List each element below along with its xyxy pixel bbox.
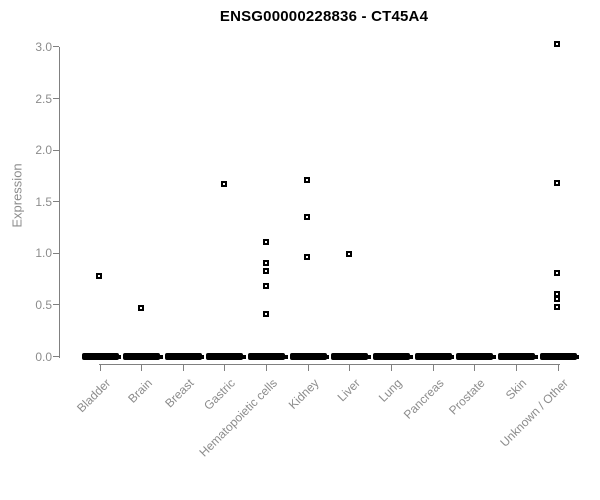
y-tick-label: 2.5	[35, 91, 52, 106]
y-tick-label: 0.0	[35, 349, 52, 364]
y-tick-mark	[53, 46, 59, 48]
zero-cluster-bump	[241, 355, 246, 359]
zero-cluster-bump	[158, 355, 163, 359]
zero-cluster-bar	[539, 353, 577, 360]
y-tick-label: 3.0	[35, 39, 52, 54]
data-point	[554, 180, 561, 187]
data-point	[554, 295, 561, 302]
x-tick-label: Kidney	[285, 376, 322, 412]
zero-cluster-bump	[283, 355, 288, 359]
y-tick-label: 1.5	[35, 194, 52, 209]
chart-title: ENSG00000228836 - CT45A4	[219, 8, 429, 25]
data-point	[345, 251, 352, 258]
data-point	[262, 259, 269, 266]
y-tick-mark	[53, 252, 59, 254]
x-tick-mark	[516, 364, 517, 371]
zero-cluster-bump	[575, 355, 580, 359]
zero-cluster-bar	[373, 353, 411, 360]
y-tick-label: 0.5	[35, 297, 52, 312]
data-point	[554, 303, 561, 310]
x-tick-label: Liver	[334, 376, 363, 405]
x-tick-mark	[391, 364, 393, 371]
data-point	[220, 181, 227, 188]
x-tick-label: Brain	[124, 376, 155, 406]
data-point	[554, 290, 561, 297]
x-tick-mark	[266, 364, 268, 371]
y-tick-mark	[53, 304, 59, 306]
x-tick-mark	[349, 364, 351, 371]
zero-cluster-bump	[200, 355, 205, 359]
zero-cluster-bump	[366, 355, 371, 359]
zero-cluster-bar	[498, 353, 535, 360]
zero-cluster-bar	[331, 353, 369, 360]
data-point	[262, 283, 269, 290]
zero-cluster-bump	[533, 355, 538, 359]
x-tick-mark	[474, 364, 476, 371]
x-tick-mark	[432, 364, 434, 371]
x-tick-mark	[307, 364, 309, 371]
data-point	[96, 273, 102, 279]
x-tick-label: Lung	[375, 376, 405, 405]
y-tick-label: 2.0	[35, 143, 52, 158]
zero-cluster-bar	[164, 353, 202, 360]
x-tick-mark	[224, 364, 226, 371]
x-tick-mark	[557, 364, 559, 371]
zero-cluster-bump	[408, 355, 413, 359]
x-tick-mark	[141, 364, 143, 371]
x-tick-label: Breast	[161, 376, 197, 411]
zero-cluster-bar	[414, 353, 452, 360]
zero-cluster-bar	[289, 353, 327, 360]
x-tick-label: Hematopoietic cells	[196, 376, 280, 460]
x-tick-mark	[182, 364, 184, 371]
data-point	[554, 269, 561, 276]
data-point	[137, 304, 144, 311]
x-tick-label: Prostate	[446, 376, 488, 418]
x-tick-label: Bladder	[73, 376, 113, 416]
y-tick-label: 1.0	[35, 246, 52, 261]
zero-cluster-bar	[248, 353, 286, 360]
zero-cluster-bar	[206, 353, 244, 360]
data-point	[304, 214, 311, 221]
y-tick-mark	[53, 201, 59, 203]
zero-cluster-bump	[117, 355, 121, 359]
data-point	[304, 177, 311, 184]
x-tick-mark	[99, 364, 101, 371]
zero-cluster-bump	[450, 355, 455, 359]
x-axis-line	[99, 364, 561, 365]
y-tick-mark	[53, 149, 59, 151]
data-point	[262, 267, 269, 274]
zero-cluster-bump	[325, 355, 330, 359]
data-point	[554, 40, 561, 47]
y-tick-mark	[53, 98, 59, 99]
y-axis-line	[59, 47, 60, 358]
x-tick-label: Pancreas	[400, 376, 447, 422]
zero-cluster-bar	[123, 353, 161, 360]
zero-cluster-bar	[456, 353, 494, 360]
x-tick-label: Skin	[502, 376, 530, 403]
zero-cluster-bar	[81, 353, 119, 360]
x-tick-label: Gastric	[201, 376, 238, 413]
data-point	[262, 238, 269, 245]
zero-cluster-bump	[491, 355, 496, 359]
y-tick-mark	[53, 356, 59, 357]
data-point	[304, 254, 311, 261]
data-point	[262, 311, 269, 318]
